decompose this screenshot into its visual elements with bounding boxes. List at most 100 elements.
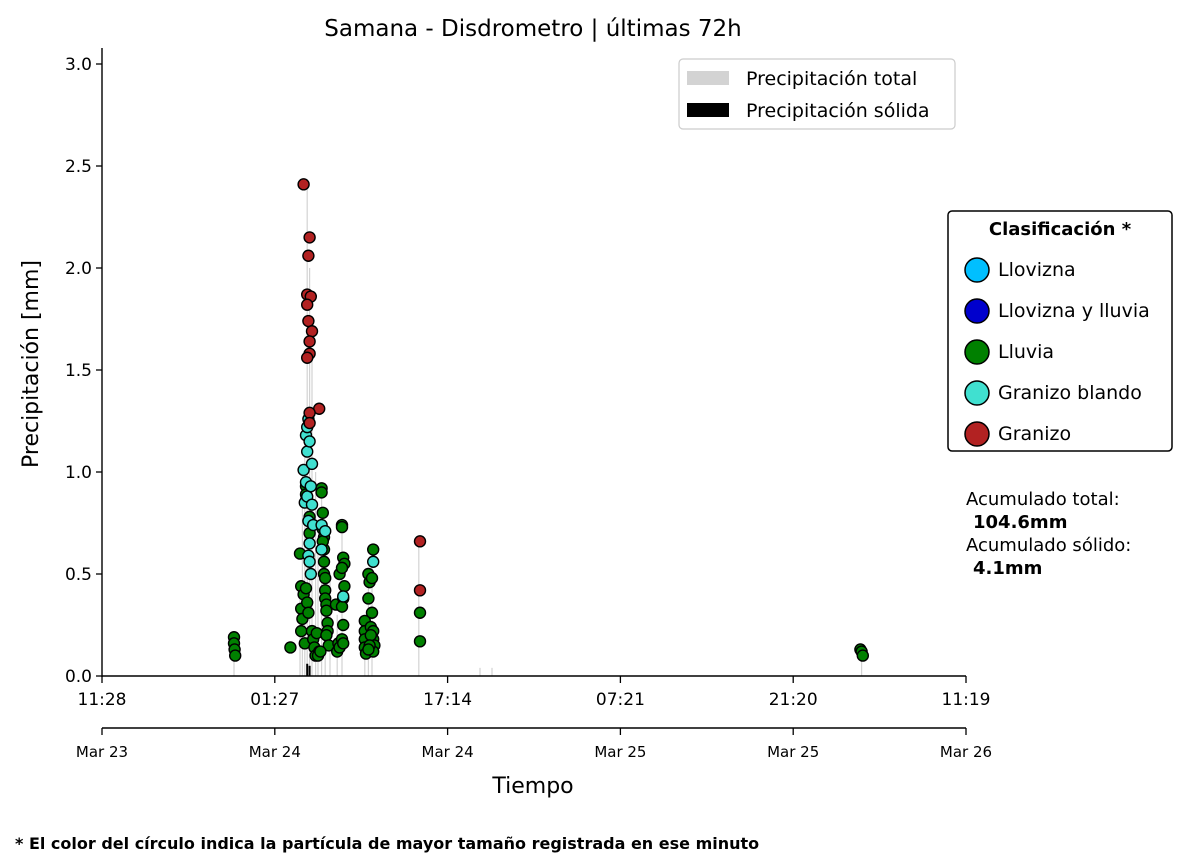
point-lluvia (302, 606, 315, 619)
x-tick-label: 01:27 (250, 690, 299, 710)
point-granizo-blando (319, 524, 332, 538)
y-tick-label: 0.5 (65, 565, 92, 585)
classification-label: Llovizna (998, 259, 1076, 281)
total-value: 104.6mm (973, 512, 1067, 533)
point-lluvia (364, 629, 377, 642)
point-granizo (301, 298, 314, 311)
point-lluvia (335, 520, 349, 534)
classification-swatch (964, 339, 990, 365)
point-lluvia (338, 580, 351, 593)
point-lluvia (228, 649, 242, 662)
point-granizo-blando (304, 567, 317, 581)
point-granizo (303, 416, 316, 430)
point-lluvia (413, 606, 427, 619)
point-granizo-blando (305, 457, 319, 471)
legend-box: Precipitación total Precipitación sólida (678, 58, 956, 130)
x-tick-label: 21:20 (769, 690, 818, 710)
point-lluvia (362, 592, 375, 605)
classification-label: Llovizna y lluvia (998, 300, 1150, 322)
point-granizo (413, 535, 427, 548)
legend-swatch-total (687, 71, 729, 85)
date-tick-label: Mar 24 (422, 743, 474, 761)
point-granizo (303, 335, 316, 348)
y-tick-label: 3.0 (65, 55, 92, 75)
point-lluvia (299, 582, 313, 595)
solid-label: Acumulado sólido: (966, 535, 1131, 556)
total-precip-bar (479, 667, 481, 676)
total-precip-bar (301, 472, 303, 676)
total-precip-bar (321, 492, 323, 676)
point-lluvia (316, 506, 329, 519)
point-granizo (305, 325, 319, 338)
classification-legend: Clasificación * Llovizna Llovizna y lluvi… (947, 210, 1173, 452)
point-lluvia (284, 641, 297, 654)
legend-label-total: Precipitación total (746, 68, 917, 90)
classification-swatch (964, 380, 990, 406)
total-label: Acumulado total: (966, 489, 1120, 510)
solid-precip-bar (306, 663, 309, 676)
point-lluvia (365, 571, 379, 585)
x-tick-label: 11:28 (78, 690, 127, 710)
solid-precip-bar (308, 665, 311, 676)
x-axis-title: Tiempo (491, 774, 573, 799)
total-precip-bar (491, 667, 493, 676)
point-lluvia (301, 596, 314, 609)
y-tick-label: 2.0 (65, 259, 92, 279)
classification-swatch (964, 421, 990, 447)
total-precip-bar (317, 553, 319, 676)
point-lluvia (314, 645, 327, 658)
point-granizo-blando (301, 445, 314, 458)
point-granizo-blando (367, 555, 380, 568)
point-granizo-blando (315, 543, 328, 556)
x-tick-label: 17:14 (423, 690, 472, 710)
point-granizo (302, 249, 315, 262)
point-granizo-blando (305, 498, 319, 511)
point-granizo (413, 584, 427, 597)
point-lluvia (413, 635, 427, 648)
footnote: * El color del círculo indica la partícu… (15, 834, 759, 853)
y-tick-label: 1.0 (65, 463, 92, 483)
point-granizo-blando (337, 590, 350, 603)
classification-label: Lluvia (998, 341, 1054, 363)
point-lluvia (335, 600, 349, 613)
point-lluvia (362, 643, 375, 656)
date-tick-label: Mar 25 (767, 743, 819, 761)
y-axis-title: Precipitación [mm] (19, 260, 44, 468)
x-ticks: 11:28 01:27 17:14 07:21 21:20 11:19 (78, 676, 991, 710)
date-tick-label: Mar 25 (594, 743, 646, 761)
point-lluvia (337, 637, 350, 650)
legend-swatch-solid (687, 103, 729, 117)
point-lluvia (319, 571, 332, 585)
point-granizo (302, 314, 315, 328)
classification-points (227, 178, 869, 662)
y-tick-label: 1.5 (65, 361, 92, 381)
point-lluvia (367, 543, 380, 556)
total-precip-bar (309, 268, 311, 676)
point-granizo-blando (303, 435, 316, 448)
x-tick-label: 07:21 (596, 690, 645, 710)
point-granizo-blando (304, 480, 317, 493)
point-lluvia (337, 618, 350, 632)
point-lluvia (317, 555, 331, 568)
y-ticks: 0.0 0.5 1.0 1.5 2.0 2.5 3.0 (65, 55, 102, 687)
point-granizo (303, 231, 316, 244)
point-lluvia (365, 606, 379, 619)
point-lluvia (295, 624, 308, 638)
classification-swatch (964, 257, 990, 283)
point-granizo (303, 406, 316, 420)
date-ticks: Mar 23 Mar 24 Mar 24 Mar 25 Mar 25 Mar 26 (76, 728, 992, 761)
classification-swatch (964, 298, 990, 324)
point-lluvia (856, 649, 869, 662)
y-tick-label: 2.5 (65, 157, 92, 177)
point-lluvia (320, 604, 333, 617)
x-tick-label: 11:19 (942, 690, 991, 710)
classification-title: Clasificación * (989, 219, 1132, 240)
classification-label: Granizo (998, 423, 1071, 445)
point-granizo (297, 178, 310, 191)
legend-label-solid: Precipitación sólida (746, 100, 930, 122)
point-granizo-blando (297, 463, 310, 477)
point-lluvia (315, 486, 328, 499)
classification-label: Granizo blando (998, 382, 1142, 404)
date-tick-label: Mar 24 (249, 743, 301, 761)
